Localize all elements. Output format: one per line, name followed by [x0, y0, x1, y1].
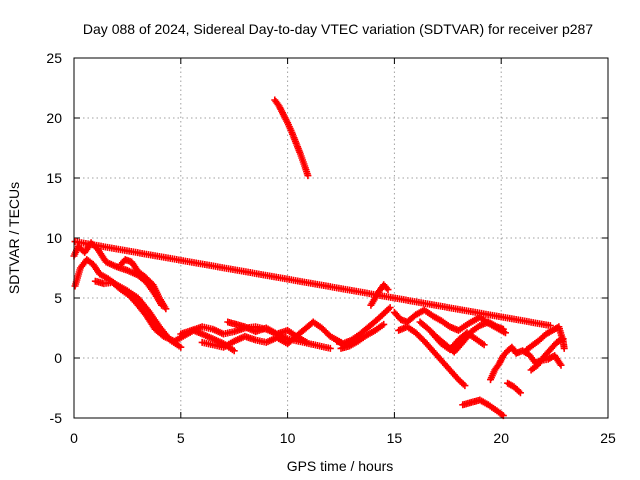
- data-point: [384, 286, 392, 294]
- data-point: [461, 382, 469, 390]
- data-point: [162, 305, 170, 313]
- y-tick-label: 15: [46, 170, 62, 186]
- y-tick-label: 10: [46, 230, 62, 246]
- y-tick-label: 5: [54, 290, 62, 306]
- x-tick-label: 10: [280, 430, 296, 446]
- y-tick-label: -5: [50, 410, 63, 426]
- data-point: [303, 338, 311, 346]
- data-point: [326, 344, 334, 352]
- data-point: [560, 344, 568, 352]
- x-tick-label: 0: [70, 430, 78, 446]
- data-point: [546, 322, 554, 330]
- x-ticks: 0 5 10 15 20 25: [70, 58, 616, 446]
- data-point: [557, 361, 565, 369]
- data-point: [380, 320, 388, 328]
- plot-frame: [73, 57, 609, 419]
- data-point: [480, 341, 488, 349]
- data-marks: [70, 96, 568, 420]
- y-tick-label: 0: [54, 350, 62, 366]
- x-tick-label: 5: [177, 430, 185, 446]
- y-tick-label: 20: [46, 110, 62, 126]
- data-point: [177, 343, 185, 351]
- data-point: [304, 172, 312, 180]
- data-point: [499, 325, 507, 333]
- x-tick-label: 25: [600, 430, 616, 446]
- data-point: [501, 329, 509, 337]
- data-point: [559, 335, 567, 343]
- y-axis-label: SDTVAR / TECUs: [6, 182, 22, 294]
- data-point: [386, 304, 394, 312]
- x-axis-label: GPS time / hours: [287, 458, 394, 474]
- y-tick-label: 25: [46, 50, 62, 66]
- x-tick-label: 15: [387, 430, 403, 446]
- x-tick-label: 20: [493, 430, 509, 446]
- grid: [74, 58, 608, 418]
- chart-title: Day 088 of 2024, Sidereal Day-to-day VTE…: [83, 21, 593, 37]
- y-ticks: -5 0 5 10 15 20 25: [46, 50, 608, 426]
- data-point: [516, 389, 524, 397]
- data-point: [230, 347, 238, 355]
